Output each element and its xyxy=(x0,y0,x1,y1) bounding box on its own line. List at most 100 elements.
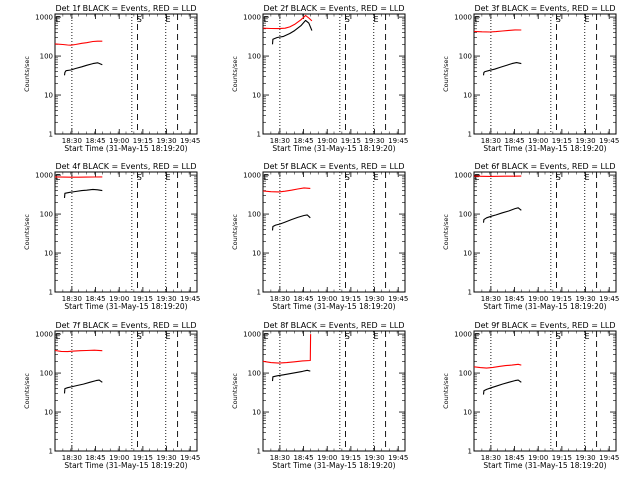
x-tick-label: 19:45 xyxy=(180,137,200,145)
x-tick-label: 19:15 xyxy=(341,295,361,303)
y-tick-label: 1 xyxy=(468,131,472,139)
x-tick-label: 19:15 xyxy=(133,137,153,145)
chart-panel-2: Det 2f BLACK = Events, RED = LLD 1 10 100 10… xyxy=(231,4,408,153)
x-tick-label: 19:15 xyxy=(133,295,153,303)
y-tick-label: 100 xyxy=(459,370,472,378)
y-tick-label: 1000 xyxy=(35,331,53,339)
y-tick-label: 10 xyxy=(463,250,472,258)
x-tick-label: 19:45 xyxy=(388,137,408,145)
x-tick-label: 18:30 xyxy=(481,454,501,462)
chart-panel-3: Det 3f BLACK = Events, RED = LLD 1 10 100 10… xyxy=(442,4,619,153)
panel-title: Det 4f BLACK = Events, RED = LLD xyxy=(55,162,196,171)
panel-title: Det 2f BLACK = Events, RED = LLD xyxy=(263,4,404,13)
plot-frame xyxy=(262,330,406,452)
x-tick-label: 19:45 xyxy=(388,454,408,462)
marker-letter: E xyxy=(55,332,60,341)
y-tick-label: 100 xyxy=(459,53,472,61)
x-tick-label: 18:30 xyxy=(481,295,501,303)
y-tick-label: 1000 xyxy=(454,14,472,22)
y-tick-label: 10 xyxy=(44,409,53,417)
y-axis-label: Counts/sec xyxy=(231,56,239,92)
series-line-lld xyxy=(54,349,103,353)
marker-letter: S xyxy=(556,173,561,182)
marker-letter: E xyxy=(584,173,589,182)
plot-frame xyxy=(262,171,406,293)
marker-letter: S xyxy=(137,15,142,24)
x-tick-label: 19:30 xyxy=(575,137,595,145)
marker-letter: S xyxy=(137,173,142,182)
y-tick-label: 100 xyxy=(40,53,53,61)
marker-letter: E xyxy=(584,15,589,24)
x-tick-label: 19:15 xyxy=(341,137,361,145)
y-tick-label: 1 xyxy=(257,289,261,297)
marker-letter: E xyxy=(165,15,170,24)
x-tick-label: 18:30 xyxy=(62,137,82,145)
marker-letter: E xyxy=(474,332,479,341)
marker-letter: E xyxy=(263,173,268,182)
plot-frame xyxy=(473,330,617,452)
y-tick-label: 100 xyxy=(248,370,261,378)
marker-letter: S xyxy=(556,15,561,24)
y-tick-label: 10 xyxy=(44,250,53,258)
y-tick-label: 1000 xyxy=(454,331,472,339)
marker-letter: S xyxy=(345,332,350,341)
chart-panel-7: Det 7f BLACK = Events, RED = LLD 1 10 100 10… xyxy=(23,321,200,470)
x-axis-label: Start Time (31-May-15 18:19:20) xyxy=(64,302,187,311)
y-tick-label: 100 xyxy=(40,211,53,219)
marker-letter: E xyxy=(263,15,268,24)
marker-letter: E xyxy=(55,15,60,24)
y-tick-label: 10 xyxy=(463,409,472,417)
y-tick-label: 1 xyxy=(49,289,53,297)
x-tick-label: 18:45 xyxy=(293,454,313,462)
x-tick-label: 19:30 xyxy=(575,295,595,303)
x-axis-label: Start Time (31-May-15 18:19:20) xyxy=(483,144,606,153)
x-tick-label: 19:15 xyxy=(552,295,572,303)
panel-title: Det 8f BLACK = Events, RED = LLD xyxy=(263,321,404,330)
panel-title: Det 7f BLACK = Events, RED = LLD xyxy=(55,321,196,330)
panel-title: Det 1f BLACK = Events, RED = LLD xyxy=(55,4,196,13)
y-tick-label: 1000 xyxy=(243,331,261,339)
x-axis-label: Start Time (31-May-15 18:19:20) xyxy=(272,302,395,311)
series-line-events xyxy=(63,62,103,76)
panel-title: Det 5f BLACK = Events, RED = LLD xyxy=(263,162,404,171)
marker-letter: E xyxy=(474,15,479,24)
chart-panel-9: Det 9f BLACK = Events, RED = LLD 1 10 100 10… xyxy=(442,321,619,470)
y-tick-label: 10 xyxy=(252,250,261,258)
series-line-events xyxy=(482,379,522,395)
y-tick-label: 1000 xyxy=(35,14,53,22)
series-line-lld xyxy=(262,187,311,193)
series-line-events xyxy=(63,188,103,198)
y-tick-label: 1000 xyxy=(243,172,261,180)
y-tick-label: 100 xyxy=(248,53,261,61)
y-axis-label: Counts/sec xyxy=(23,56,31,92)
marker-letter: S xyxy=(345,15,350,24)
x-axis-label: Start Time (31-May-15 18:19:20) xyxy=(272,461,395,470)
series-line-events xyxy=(482,207,522,223)
series-line-lld xyxy=(473,363,522,369)
plot-frame xyxy=(473,171,617,293)
x-tick-label: 19:45 xyxy=(599,454,619,462)
y-tick-label: 10 xyxy=(252,409,261,417)
plot-frame xyxy=(54,171,198,293)
plot-frame xyxy=(54,330,198,452)
x-tick-label: 18:45 xyxy=(85,454,105,462)
y-tick-label: 1000 xyxy=(454,172,472,180)
x-tick-label: 19:30 xyxy=(575,454,595,462)
x-tick-label: 19:15 xyxy=(552,454,572,462)
panel-title: Det 3f BLACK = Events, RED = LLD xyxy=(474,4,615,13)
x-tick-label: 19:00 xyxy=(109,137,129,145)
x-tick-label: 19:45 xyxy=(599,137,619,145)
x-tick-label: 19:45 xyxy=(599,295,619,303)
x-tick-label: 19:30 xyxy=(364,295,384,303)
y-tick-label: 1 xyxy=(468,289,472,297)
x-tick-label: 18:45 xyxy=(293,137,313,145)
x-tick-label: 19:30 xyxy=(156,454,176,462)
series-line-events xyxy=(271,214,311,231)
x-tick-label: 19:00 xyxy=(528,454,548,462)
x-tick-label: 18:45 xyxy=(85,295,105,303)
x-tick-label: 19:30 xyxy=(364,454,384,462)
marker-letter: E xyxy=(373,15,378,24)
marker-letter: E xyxy=(373,173,378,182)
marker-letter: E xyxy=(373,332,378,341)
marker-letter: E xyxy=(165,173,170,182)
